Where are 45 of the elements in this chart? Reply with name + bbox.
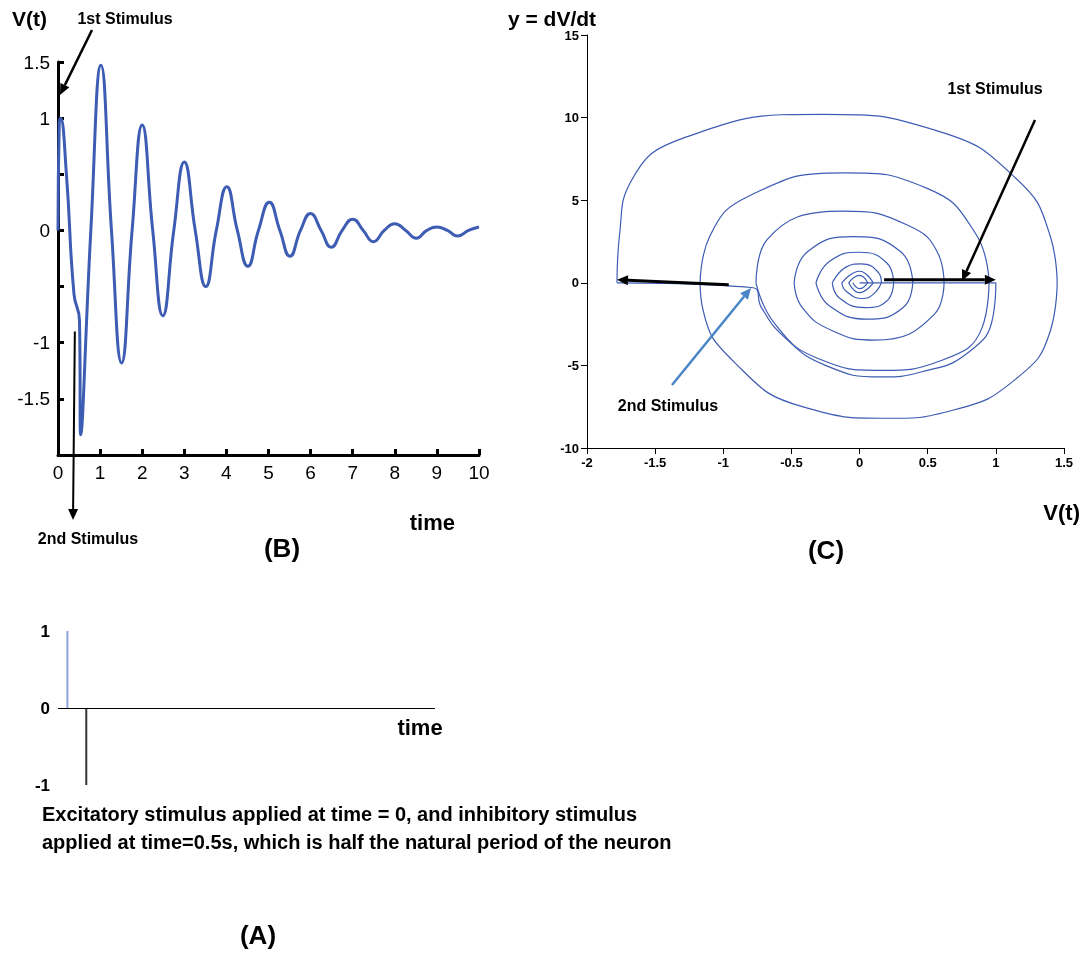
x-axis-title: time (397, 714, 443, 740)
y-tick-label: 5 (571, 192, 579, 208)
x-tick-label: 2 (136, 462, 148, 483)
text: (A) (239, 920, 277, 950)
x-tick-label: 1.5 (1054, 455, 1074, 470)
x-tick-label: -1 (717, 455, 730, 470)
x-tick-label: 5 (263, 462, 274, 483)
x-tick-label: 4 (221, 462, 233, 483)
x-tick-label: 0.5 (918, 455, 937, 470)
text: 1st Stimulus (77, 9, 173, 27)
y-axis-title: y = dV/dt (508, 6, 597, 30)
x-tick-label: 10 (468, 462, 490, 483)
y-axis-title: V(t) (12, 6, 47, 30)
x-tick-label: 0 (855, 455, 864, 470)
x-axis-title: time (409, 509, 455, 535)
annotation: 2nd Stimulus (37, 529, 139, 547)
x-tick-label: 7 (347, 462, 358, 483)
x-tick-label: -0.5 (780, 455, 803, 470)
x-tick-label: -1.5 (643, 455, 667, 470)
x-tick-label: 1 (94, 462, 106, 483)
y-tick-label: 15 (564, 27, 579, 43)
y-tick-label: 0 (40, 698, 50, 718)
x-tick-label: 6 (305, 462, 316, 483)
x-axis-title: V(t) (1043, 499, 1080, 525)
y-tick-label: 0 (571, 275, 579, 291)
y-tick-label: -5 (567, 357, 579, 373)
x-tick-label: 9 (431, 462, 443, 483)
text: Excitatory stimulus applied at time = 0, and inhibitory stimulus applied at time=0.5s, which is half the natural period of the neuron (42, 803, 672, 853)
y-tick-label: 1 (40, 621, 50, 641)
y-tick-label: -1.5 (17, 388, 50, 410)
text: (C) (807, 535, 845, 565)
x-tick-label: 3 (179, 462, 190, 483)
y-tick-label: 1.5 (23, 51, 50, 73)
y-tick-label: 0 (39, 219, 50, 241)
x-tick-label: -2 (581, 455, 593, 470)
x-tick-label: 1 (992, 455, 1000, 470)
y-tick-label: 10 (564, 110, 579, 126)
y-tick-label: -1 (34, 775, 50, 795)
annotation: 1st Stimulus (947, 79, 1043, 97)
x-tick-label: 8 (389, 462, 401, 483)
annotation: 2nd Stimulus (617, 396, 719, 414)
text: (B) (263, 533, 301, 563)
y-tick-label: -1 (33, 332, 50, 354)
y-tick-label: -10 (560, 440, 579, 456)
y-tick-label: 1 (39, 107, 50, 129)
